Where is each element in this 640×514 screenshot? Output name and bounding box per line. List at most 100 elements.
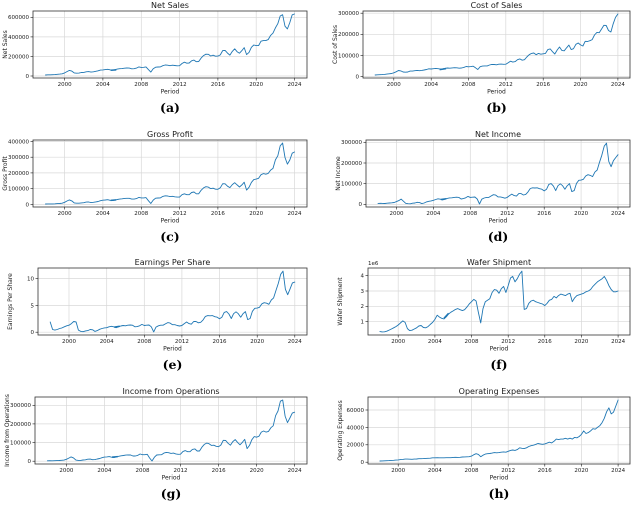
svg-text:2008: 2008 (465, 468, 479, 474)
svg-text:2000: 2000 (58, 82, 72, 88)
svg-text:2020: 2020 (250, 339, 264, 345)
subfigure-caption-e: (e) (163, 357, 183, 372)
data-line (374, 13, 619, 76)
svg-text:2016: 2016 (212, 468, 226, 474)
subfigure-caption-c: (c) (160, 229, 179, 244)
tick-labels: 2000 2004 2008 2012 2016 2020 2024 1 2 3 4 (361, 274, 626, 345)
plot-border (367, 396, 631, 464)
svg-text:2020: 2020 (574, 211, 588, 217)
svg-text:0: 0 (31, 330, 35, 336)
svg-text:600000: 600000 (8, 15, 29, 21)
svg-text:2012: 2012 (174, 468, 188, 474)
svg-text:400000: 400000 (8, 139, 29, 145)
tick-labels: 2000 2004 2008 2012 2016 2020 2024 0 100000 20000… (338, 11, 625, 88)
axis-tick-marks (365, 275, 619, 338)
chart-title: Gross Profit (147, 130, 193, 139)
x-axis-label: Period (162, 474, 181, 481)
svg-text:2020: 2020 (250, 468, 264, 474)
svg-text:2008: 2008 (134, 82, 148, 88)
plot-border (362, 10, 631, 79)
svg-text:300000: 300000 (338, 11, 359, 17)
tick-labels: 2000 2004 2008 2012 2016 2020 2024 0 100000 20000… (341, 140, 625, 217)
y-axis-label: Cost of Sales (332, 25, 339, 64)
subfigure-caption-f: (f) (490, 357, 507, 372)
svg-text:2016: 2016 (538, 468, 552, 474)
svg-text:2024: 2024 (611, 211, 625, 217)
svg-text:2024: 2024 (288, 339, 302, 345)
svg-text:2012: 2012 (173, 211, 187, 217)
x-axis-label: Period (490, 474, 509, 481)
data-line (45, 13, 295, 76)
svg-text:2012: 2012 (501, 468, 515, 474)
x-axis-label: Period (489, 217, 508, 224)
svg-text:4: 4 (361, 274, 365, 280)
svg-text:400000: 400000 (8, 35, 29, 41)
plot-border (32, 139, 308, 207)
line-overlap-artifact (114, 325, 120, 328)
svg-text:20000: 20000 (347, 442, 365, 448)
gridlines (366, 139, 630, 207)
plot-border (32, 10, 308, 79)
chart-title: Net Income (475, 130, 521, 139)
svg-text:60000: 60000 (347, 407, 365, 413)
axis-tick-marks (360, 12, 619, 81)
svg-text:2008: 2008 (463, 211, 477, 217)
chart-panel-e: 2000 2004 2008 2012 2016 2020 2024 0 5 10 Earnings… (0, 257, 320, 386)
svg-text:2004: 2004 (424, 82, 438, 88)
svg-text:2016: 2016 (537, 211, 551, 217)
svg-text:2004: 2004 (97, 468, 111, 474)
y-axis-offset-label: 1e6 (368, 261, 379, 267)
svg-text:2008: 2008 (465, 339, 479, 345)
svg-text:300000: 300000 (341, 140, 362, 146)
axis-tick-marks (35, 278, 296, 338)
svg-text:2012: 2012 (175, 339, 189, 345)
data-line (45, 142, 295, 204)
svg-text:2008: 2008 (134, 211, 148, 217)
svg-text:200000: 200000 (10, 421, 31, 427)
svg-text:2004: 2004 (100, 339, 114, 345)
svg-text:0: 0 (28, 459, 32, 465)
svg-text:2024: 2024 (288, 82, 302, 88)
subfigure-caption-b: (b) (486, 100, 507, 115)
svg-text:0: 0 (26, 202, 30, 208)
axis-tick-marks (32, 404, 295, 466)
svg-text:2004: 2004 (426, 211, 440, 217)
chart-title: Earnings Per Share (135, 258, 211, 267)
y-axis-label: Earnings Per Share (7, 273, 14, 330)
y-axis-label: Net Income (335, 155, 342, 190)
axis-tick-marks (363, 141, 619, 209)
chart-panel-a: 2000 2004 2008 2012 2016 2020 2024 0 200000 40000… (0, 0, 320, 129)
chart-panel-b: 2000 2004 2008 2012 2016 2020 2024 0 100000 20000… (320, 0, 640, 129)
svg-text:100000: 100000 (338, 53, 359, 59)
gridlines (363, 11, 630, 78)
chart-title: Operating Expenses (459, 387, 540, 396)
chart-g: 2000 2004 2008 2012 2016 2020 2024 0 100000 20000… (4, 387, 308, 501)
chart-b: 2000 2004 2008 2012 2016 2020 2024 0 100000 20000… (332, 1, 631, 115)
svg-text:100000: 100000 (341, 181, 362, 187)
svg-text:0: 0 (361, 460, 365, 466)
svg-text:100000: 100000 (10, 440, 31, 446)
gridlines (35, 396, 307, 464)
svg-text:2000: 2000 (62, 339, 76, 345)
svg-text:2024: 2024 (611, 339, 625, 345)
y-axis-label: Operating Expenses (337, 400, 344, 461)
gridlines (368, 396, 630, 464)
svg-text:3: 3 (361, 289, 365, 295)
svg-text:2016: 2016 (536, 82, 550, 88)
x-axis-label: Period (161, 89, 180, 96)
svg-text:2008: 2008 (136, 468, 150, 474)
svg-text:200000: 200000 (8, 170, 29, 176)
gridlines (33, 139, 307, 207)
plot-border (37, 267, 308, 336)
chart-title: Cost of Sales (471, 1, 523, 10)
subfigure-caption-a: (a) (160, 100, 180, 115)
chart-h: 2000 2004 2008 2012 2016 2020 2024 0 20000 40000 6… (337, 387, 631, 501)
gridlines (38, 268, 307, 335)
svg-text:1: 1 (361, 320, 365, 326)
data-line (377, 142, 619, 204)
tick-labels: 2000 2004 2008 2012 2016 2020 2024 0 100000 20000… (8, 139, 302, 217)
line-overlap-artifact (440, 197, 447, 200)
svg-text:2008: 2008 (462, 82, 476, 88)
y-axis-label: Income from Operations (4, 394, 11, 467)
